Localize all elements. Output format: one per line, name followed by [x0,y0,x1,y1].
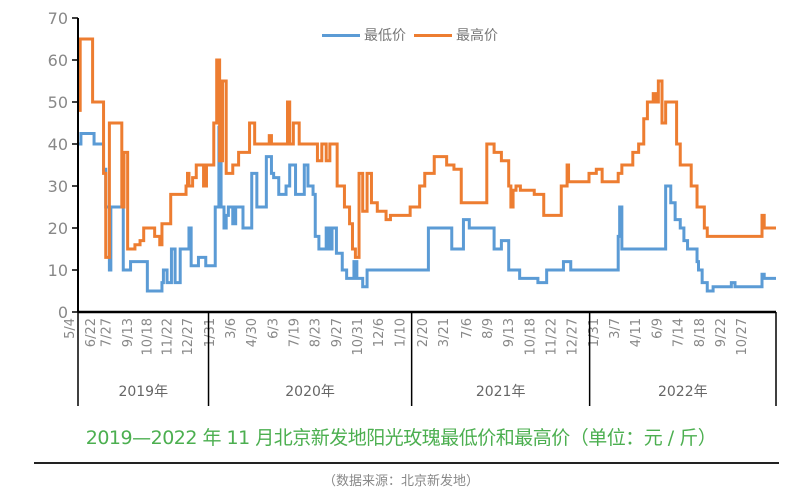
x-tick-label: 3/7 [608,318,623,339]
legend-label-min: 最低价 [364,28,406,44]
x-tick-label: 11/22 [160,318,175,355]
x-tick-label: 1/31 [203,318,218,347]
x-tick-label: 3/6 [224,318,239,339]
x-tick-label: 4/11 [629,318,644,347]
x-tick-label: 3/21 [437,318,452,347]
y-tick-label: 60 [48,51,68,70]
year-group-label: 2019年 [118,384,168,400]
chart-plot: 0 10 20 30 40 50 60 70 5/4 6/22 7/27 9/13 10/18 11/22… [48,9,777,406]
x-tick-label: 8/9 [481,318,496,339]
legend-swatch-min [322,33,360,37]
title-divider [34,462,779,464]
x-tick-label: 6/22 [84,318,99,347]
series-min-price-line [78,125,776,293]
year-group-label: 2020年 [285,384,335,400]
x-tick-label: 7/6 [460,318,475,339]
x-tick-label: 9/13 [502,318,517,347]
x-tick-label: 10/18 [141,318,156,355]
legend-label-max: 最高价 [456,28,498,44]
legend-item-min: 最低价 [322,25,406,45]
x-tick-label: 1/31 [587,318,602,347]
y-tick-label: 10 [48,261,68,280]
chart-title: 2019—2022 年 11 月北京新发地阳光玫瑰最低价和最高价（单位：元 / … [85,427,717,449]
x-tick-label: 2/20 [416,318,431,347]
x-tick-label: 12/6 [372,318,387,347]
x-tick-label: 10/18 [523,318,538,355]
x-tick-label: 9/22 [714,318,729,347]
x-tick-label: 10/27 [735,318,750,355]
legend-swatch-max [414,33,452,37]
x-tick-label: 8/18 [693,318,708,347]
x-tick-label: 9/13 [121,318,136,347]
series-max-price-line [78,37,776,259]
y-tick-label: 0 [58,303,68,322]
x-tick-label: 7/14 [672,318,687,347]
x-tick-label: 12/27 [181,318,196,355]
x-tick-label: 10/31 [351,318,366,355]
y-tick-label: 50 [48,93,68,112]
y-tick-label: 30 [48,177,68,196]
chart-legend: 最低价 最高价 [322,25,506,45]
x-tick-label: 12/27 [566,318,581,355]
year-group-label: 2022年 [658,384,708,400]
x-tick-label: 9/27 [330,318,345,347]
y-tick-label: 20 [48,219,68,238]
x-tick-label: 4/30 [245,318,260,347]
x-tick-label: 8/23 [309,318,324,347]
year-group-label: 2021年 [476,384,526,400]
x-tick-label: 1/10 [393,318,408,347]
chart-source: （数据来源：北京新发地） [322,474,479,489]
x-tick-label: 11/22 [544,318,559,355]
x-tick-label: 7/19 [288,318,303,347]
y-tick-label: 40 [48,135,68,154]
x-tick-label: 6/3 [266,318,281,339]
x-tick-label: 7/27 [100,318,115,347]
legend-item-max: 最高价 [414,25,498,45]
x-tick-label: 6/9 [650,318,665,339]
y-tick-label: 70 [48,9,68,28]
x-tick-label: 5/4 [63,318,78,339]
